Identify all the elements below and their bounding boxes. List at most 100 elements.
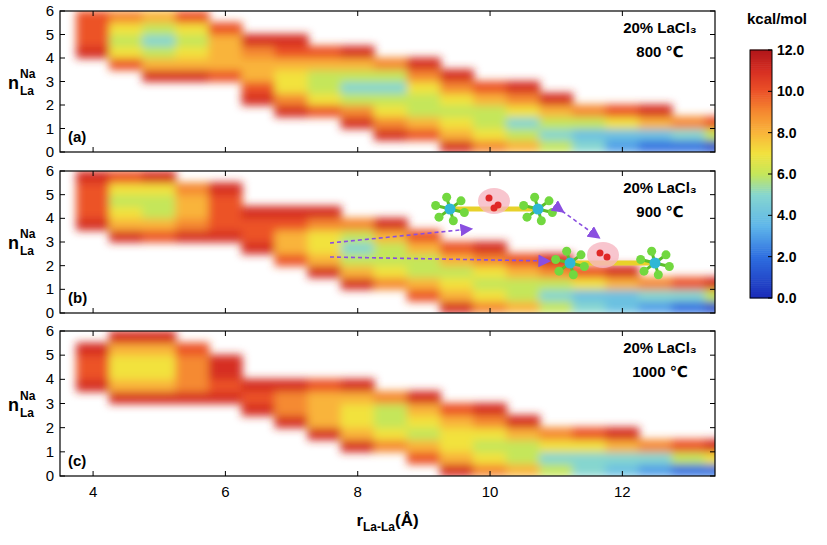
heat-cell [605,116,639,129]
heat-cell [109,355,143,368]
heat-cell [275,46,309,59]
y-tick [60,171,65,172]
heat-cell [572,427,606,440]
heat-cell [374,403,408,416]
heat-cell [275,391,309,404]
panel-label: (b) [68,289,87,306]
x-tick [93,471,94,476]
heat-cell [275,242,309,255]
cl-atom [569,270,578,279]
cl-atom [636,255,645,264]
colorbar-tick-label: 12.0 [777,42,804,58]
colorbar-tick [768,91,772,92]
x-tick [490,308,491,313]
heat-cell [671,301,705,313]
inset-illustration [330,188,674,279]
cl-atom [639,267,648,276]
heat-cell [407,116,441,129]
y-tick-label: 4 [46,209,54,226]
heat-cell [572,451,606,464]
heatmap-cells [76,171,715,313]
heat-cell [142,58,176,71]
heat-cell [109,343,143,356]
x-tick-label: 8 [354,483,362,500]
cl-atom [662,250,671,259]
heat-cell [705,128,715,141]
y-tick-label: 6 [46,162,54,179]
colorbar-tick [768,215,772,216]
heat-cell [506,116,540,129]
y-tick-label: 5 [46,26,54,43]
heat-cell [605,451,639,464]
heat-cell [208,230,242,243]
heat-cell [605,277,639,290]
heat-cell [76,379,110,392]
heat-cell [473,265,507,278]
x-tick-label: 6 [221,483,229,500]
y-tick-right [710,331,715,332]
heat-cell [374,277,408,290]
y-tick-label: 3 [46,73,54,90]
heat-cell [175,218,209,231]
plot-frame [60,331,715,476]
heat-cell [275,403,309,416]
heat-cell [341,253,375,266]
heat-cell [506,415,540,428]
cl-atom [537,216,546,225]
y-tick-right [710,105,715,106]
annotation: 900 ℃ [636,203,683,220]
x-tick-top [93,171,94,176]
x-tick [93,308,94,313]
x-tick-label: 10 [482,483,499,500]
heat-cell [539,451,573,464]
la-atom [650,258,661,269]
y-tick-label: 2 [46,96,54,113]
heat-cell [208,355,242,368]
heat-cell [275,253,309,266]
heat-cell [638,128,672,141]
colorbar-tick [768,132,772,133]
heat-cell [275,34,309,47]
heat-cell [440,128,474,141]
la-atom [533,204,544,215]
heat-cell [374,391,408,404]
cl-atom [647,247,656,256]
x-tick [622,471,623,476]
y-tick-right [710,451,715,452]
heat-cell [241,34,275,47]
annotation: 1000 ℃ [632,363,688,380]
y-label-sup: Na [20,67,36,81]
heat-cell [109,367,143,380]
heat-cell [341,230,375,243]
panel-label: (c) [68,452,86,469]
heat-cell [705,439,715,452]
heat-cell [671,116,705,129]
cl-atom [449,216,458,225]
plot-area [76,11,715,152]
heat-cell [638,463,672,476]
heat-cell [374,427,408,440]
x-tick-top [490,331,491,336]
y-tick-right [710,34,715,35]
x-tick [490,471,491,476]
colorbar-tick-label: 10.0 [777,83,804,99]
cl-atom [530,193,539,202]
y-tick [60,379,65,380]
cl-atom [665,262,674,271]
heat-cell [440,415,474,428]
colorbar-tick [768,174,772,175]
heat-cell [341,69,375,82]
heat-cell [539,463,573,476]
y-tick-right [710,128,715,129]
heat-cell [638,301,672,313]
heat-cell [407,391,441,404]
heat-cell [506,93,540,106]
y-tick [60,218,65,219]
heat-cell [241,58,275,71]
heat-cell [440,439,474,452]
heat-cell [341,265,375,278]
heat-cell [142,218,176,231]
x-tick [622,308,623,313]
heat-cell [572,289,606,302]
x-tick [93,147,94,152]
